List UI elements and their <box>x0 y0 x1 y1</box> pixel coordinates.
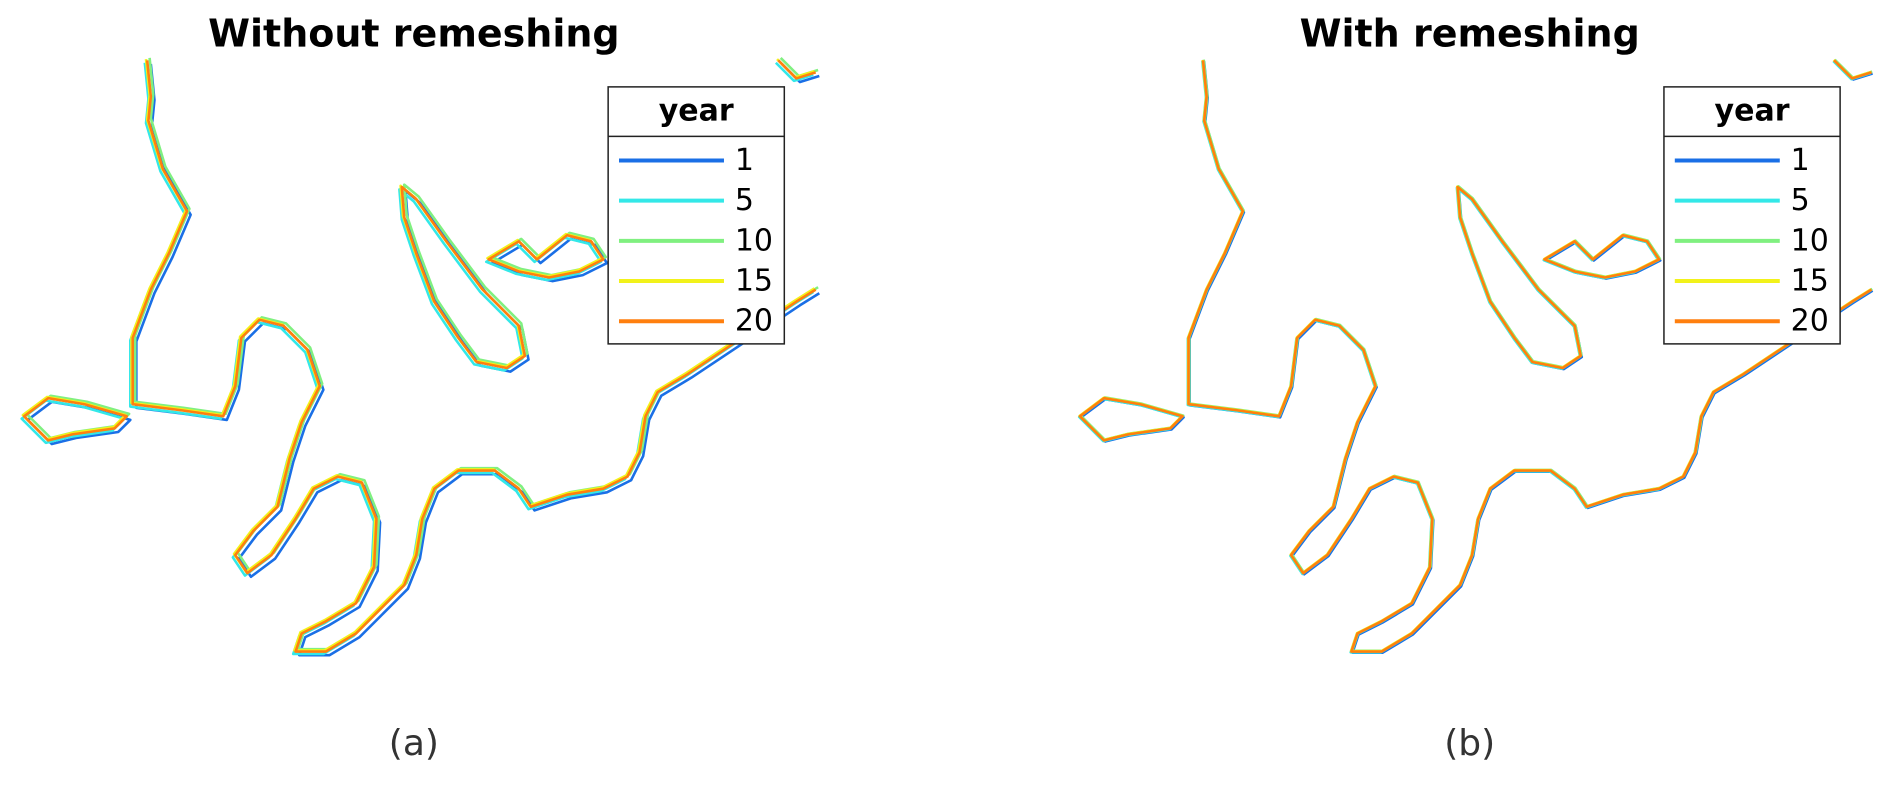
legend-label: 20 <box>735 304 773 339</box>
panel-caption: (a) <box>389 723 439 764</box>
panel-title: With remeshing <box>1300 12 1640 56</box>
legend-label: 5 <box>735 183 754 218</box>
legend-label: 1 <box>735 143 754 178</box>
contour-line <box>1080 60 1872 651</box>
legend-label: 20 <box>1791 304 1829 339</box>
contour-line <box>22 63 814 654</box>
legend-label: 10 <box>735 223 773 258</box>
legend-label: 10 <box>1791 223 1829 258</box>
legend-label: 5 <box>1791 183 1810 218</box>
legend-box <box>1663 86 1841 345</box>
legend-title: year <box>659 94 734 129</box>
panel-caption: (b) <box>1444 723 1495 764</box>
legend-label: 15 <box>1791 264 1829 299</box>
contour-line <box>24 60 816 651</box>
legend-label: 15 <box>735 264 773 299</box>
panel-title: Without remeshing <box>208 12 620 56</box>
legend-label: 1 <box>1791 143 1810 178</box>
contour-map <box>1079 60 1872 653</box>
contour-map <box>22 58 820 655</box>
legend-box <box>607 86 786 345</box>
legend-title: year <box>1715 94 1790 129</box>
